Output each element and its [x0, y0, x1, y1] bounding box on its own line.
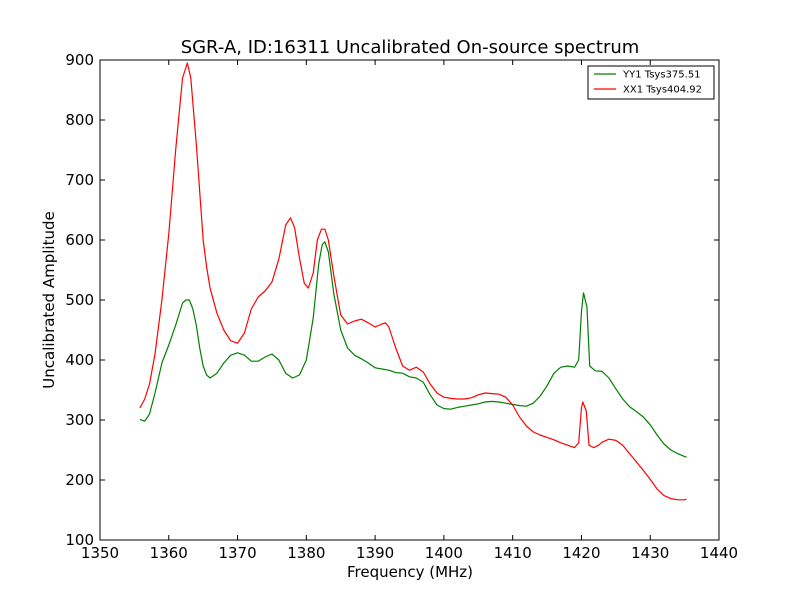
ticks-group: 1350 1360 1370 1380 1390 1400 1410 1420 1430 1440… — [65, 51, 738, 562]
x-tick-label: 1360 — [150, 544, 188, 562]
y-tick-label: 900 — [65, 51, 94, 69]
x-tick-label: 1420 — [562, 544, 600, 562]
plot-background — [100, 60, 719, 540]
plot-area — [100, 60, 719, 540]
chart-title: SGR-A, ID:16311 Uncalibrated On-source s… — [181, 37, 640, 58]
y-tick-label: 800 — [65, 111, 94, 129]
y-tick-label: 400 — [65, 351, 94, 369]
x-tick-label: 1430 — [631, 544, 669, 562]
y-tick-label: 600 — [65, 231, 94, 249]
legend: YY1 Tsys375.51 XX1 Tsys404.92 — [587, 65, 715, 100]
legend-box — [587, 65, 715, 100]
series-line-1 — [139, 62, 687, 501]
x-tick-label: 1350 — [81, 544, 119, 562]
series-line-0 — [139, 241, 687, 458]
x-tick-label: 1380 — [287, 544, 325, 562]
y-tick-label: 500 — [65, 291, 94, 309]
x-tick-label: 1440 — [700, 544, 738, 562]
x-axis-label: Frequency (MHz) — [347, 563, 473, 581]
y-tick-label: 300 — [65, 411, 94, 429]
x-tick-label: 1370 — [218, 544, 256, 562]
y-tick-label: 200 — [65, 471, 94, 489]
y-tick-label: 100 — [65, 531, 94, 549]
y-tick-label: 700 — [65, 171, 94, 189]
x-tick-label: 1390 — [356, 544, 394, 562]
x-tick-label: 1410 — [494, 544, 532, 562]
y-axis-label: Uncalibrated Amplitude — [40, 211, 58, 388]
legend-label-yy1: YY1 Tsys375.51 — [622, 70, 701, 81]
series-group — [139, 62, 687, 501]
x-tick-label: 1400 — [425, 544, 463, 562]
legend-label-xx1: XX1 Tsys404.92 — [623, 85, 702, 96]
